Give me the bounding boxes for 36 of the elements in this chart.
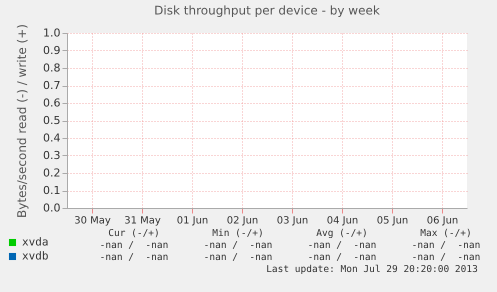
y-tick-label: 0.6 [43, 96, 60, 110]
legend-label: xvda [22, 236, 48, 248]
text: Cur (-/+) [108, 228, 160, 239]
y-axis-title: Bytes/second read (-) / write (+) [15, 24, 30, 218]
x-tick-label: 31 May [124, 216, 161, 226]
y-tick-label: 0.1 [43, 184, 60, 197]
x-tick-label: 01 Jun [176, 216, 208, 226]
x-tick-label: 30 May [74, 216, 111, 226]
text: -nan / -nan [412, 240, 480, 251]
y-tick-label: 0.4 [43, 132, 60, 144]
x-tick-label: 06 Jun [426, 216, 458, 226]
text: -nan / -nan [204, 240, 272, 251]
y-tick-label: 0.7 [43, 79, 60, 92]
legend-label: xvdb [22, 250, 48, 262]
text: Min (-/+) [212, 228, 264, 239]
y-tick-label: 0.3 [43, 149, 60, 162]
y-tick-label: 1.0 [43, 26, 60, 40]
x-tick-label: 02 Jun [226, 216, 258, 226]
x-tick-label: 04 Jun [326, 216, 358, 226]
text: -nan / -nan [204, 252, 272, 263]
text: -nan / -nan [412, 252, 480, 263]
x-tick-label: 03 Jun [276, 216, 308, 226]
y-tick-label: 0.2 [43, 166, 60, 180]
y-tick-label: 0.9 [43, 44, 60, 57]
y-tick-label: 0.5 [43, 114, 60, 127]
text: -nan / -nan [100, 240, 168, 251]
y-tick-label: 0.8 [43, 62, 60, 74]
x-tick-label: 05 Jun [376, 216, 408, 226]
text: Max (-/+) [420, 228, 472, 239]
chart-title: Disk throughput per device - by week [154, 4, 380, 18]
text: Last update: Mon Jul 29 20:20:00 2013 [266, 264, 478, 275]
text: -nan / -nan [100, 252, 168, 263]
text: Avg (-/+) [316, 228, 368, 239]
text: -nan / -nan [308, 240, 376, 251]
y-tick-label: 0.0 [43, 202, 60, 214]
text: -nan / -nan [308, 252, 376, 263]
